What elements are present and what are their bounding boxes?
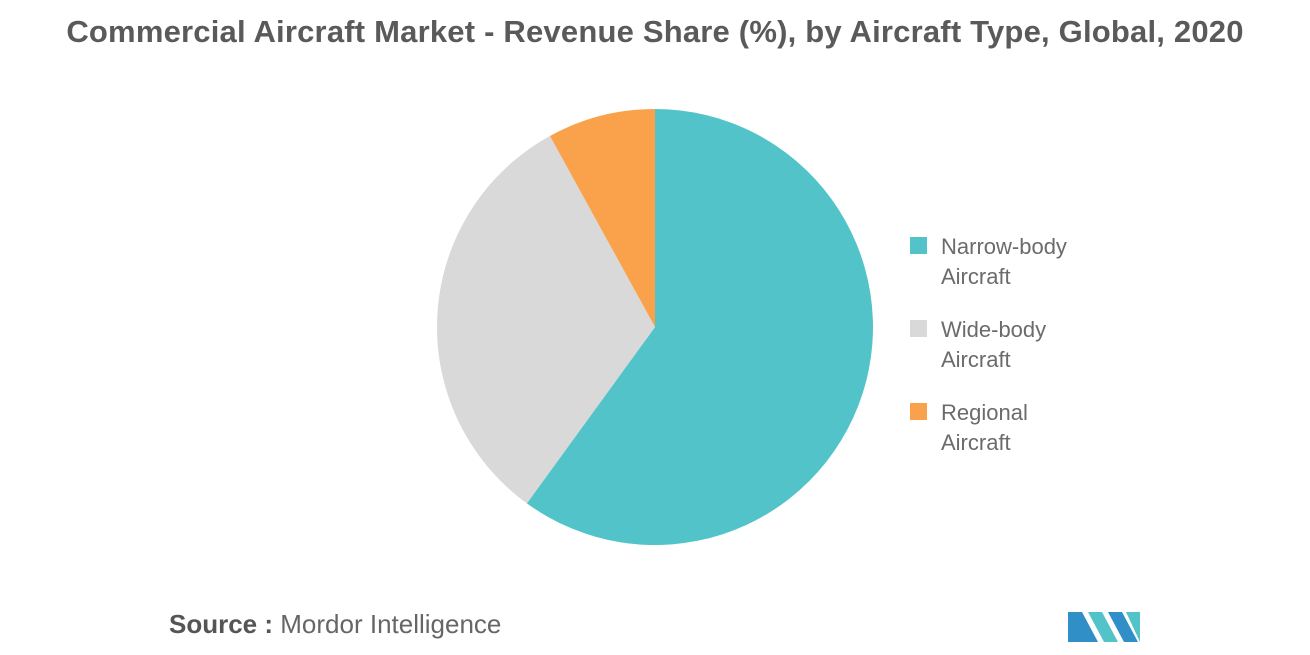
pie-slice-regional xyxy=(549,109,655,327)
legend-label-regional: Regional Aircraft xyxy=(941,398,1091,458)
legend-label-line: Aircraft xyxy=(941,264,1011,289)
legend-label-line: Regional xyxy=(941,400,1028,425)
source-name: Mordor Intelligence xyxy=(280,609,502,639)
legend-label-line: Wide-body xyxy=(941,317,1047,342)
chart-title: Commercial Aircraft Market - Revenue Sha… xyxy=(66,14,1244,49)
legend-label-wide-body: Wide-body Aircraft xyxy=(941,315,1091,375)
pie-slice-narrow-body xyxy=(526,109,873,545)
legend-swatch-narrow-body xyxy=(910,237,927,254)
legend-label-line: Aircraft xyxy=(941,430,1011,455)
legend-item-wide-body: Wide-body Aircraft xyxy=(910,315,1091,398)
pie-slice-wide-body xyxy=(436,135,655,504)
legend-label-narrow-body: Narrow-body Aircraft xyxy=(941,232,1091,292)
legend-swatch-regional xyxy=(910,403,927,420)
legend-item-regional: Regional Aircraft xyxy=(910,398,1091,481)
legend-label-line: Narrow-body xyxy=(941,234,1067,259)
legend-item-narrow-body: Narrow-body Aircraft xyxy=(910,232,1091,315)
legend: Narrow-body Aircraft Wide-body Aircraft … xyxy=(910,232,1091,481)
source-prefix: Source : xyxy=(169,609,274,639)
source-note: Source : Mordor Intelligence xyxy=(169,609,501,640)
legend-label-line: Aircraft xyxy=(941,347,1011,372)
mordor-intelligence-logo-icon xyxy=(1068,612,1140,642)
legend-swatch-wide-body xyxy=(910,320,927,337)
